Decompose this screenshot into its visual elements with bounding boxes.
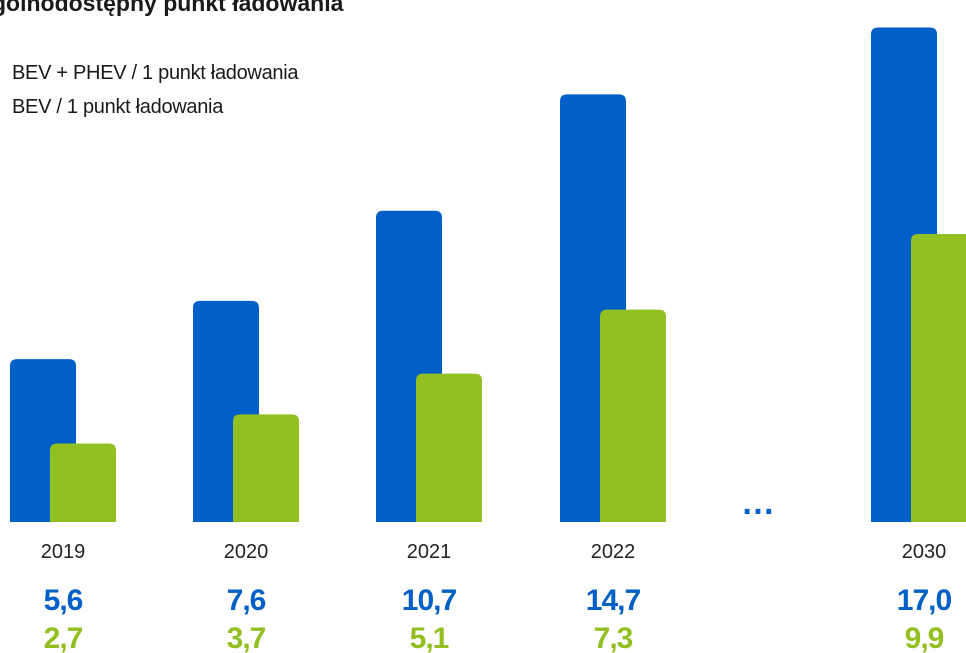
data-label-bev-2022: 7,3 <box>594 622 633 653</box>
x-tick-label-2021: 2021 <box>407 541 452 563</box>
data-label-bev-2021: 5,1 <box>410 622 449 653</box>
bar-bev-2019 <box>50 443 116 522</box>
legend-item-bev: BEV / 1 punkt ładowania <box>12 96 224 118</box>
bar-bev-2030 <box>911 234 966 522</box>
data-label-bev-phev-2021: 10,7 <box>402 584 457 617</box>
x-tick-label-2030: 2030 <box>902 541 947 563</box>
data-label-bev-2020: 3,7 <box>227 622 266 653</box>
data-label-bev-phev-2019: 5,6 <box>44 584 83 617</box>
data-label-bev-2030: 9,9 <box>905 622 944 653</box>
bar-bev-2022 <box>600 309 666 522</box>
data-label-bev-phev-2030: 17,0 <box>897 584 952 617</box>
ellipsis-gap-marker: … <box>741 484 775 522</box>
x-tick-label-2022: 2022 <box>591 541 636 563</box>
x-tick-label-2019: 2019 <box>41 541 86 563</box>
bar-bev-2020 <box>233 414 299 522</box>
legend: BEV + PHEV / 1 punkt ładowania BEV / 1 p… <box>12 56 298 124</box>
data-label-bev-phev-2020: 7,6 <box>227 584 266 617</box>
data-label-bev-phev-2022: 14,7 <box>586 584 641 617</box>
x-tick-label-2020: 2020 <box>224 541 269 563</box>
bar-bev-2021 <box>416 373 482 522</box>
data-label-bev-2019: 2,7 <box>44 622 83 653</box>
page-title: gólnodostępny punkt ładowania <box>0 0 344 16</box>
legend-item-bev-phev: BEV + PHEV / 1 punkt ładowania <box>12 62 299 84</box>
